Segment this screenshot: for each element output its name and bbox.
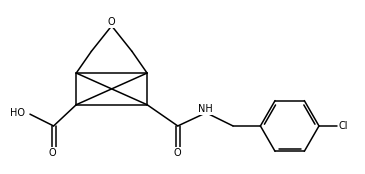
Text: O: O — [108, 17, 115, 27]
Text: O: O — [174, 148, 182, 158]
Text: Cl: Cl — [339, 121, 348, 131]
Text: O: O — [49, 148, 57, 158]
Text: HO: HO — [10, 108, 25, 118]
Text: NH: NH — [198, 104, 212, 114]
